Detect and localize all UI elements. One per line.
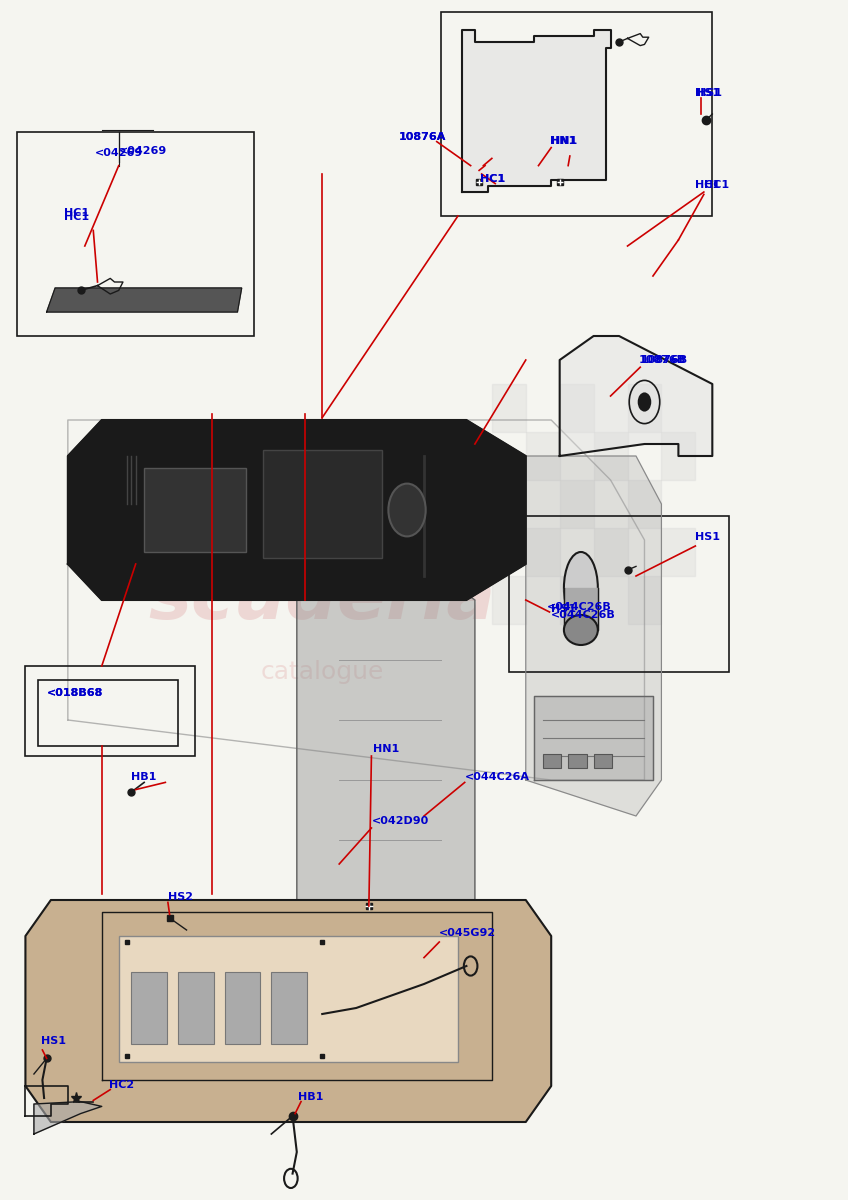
Bar — [594, 432, 628, 480]
Text: <044C26A: <044C26A — [465, 773, 530, 782]
Polygon shape — [68, 420, 526, 600]
Bar — [225, 972, 260, 1044]
Text: <04269: <04269 — [119, 146, 167, 156]
Text: <044C26B: <044C26B — [551, 610, 616, 619]
Ellipse shape — [564, 552, 598, 624]
Bar — [144, 468, 246, 552]
Text: HN1: HN1 — [550, 137, 576, 146]
Bar — [628, 576, 661, 624]
Polygon shape — [560, 336, 712, 456]
Text: <045G92: <045G92 — [439, 929, 496, 938]
Circle shape — [638, 392, 651, 412]
Polygon shape — [564, 588, 598, 630]
Text: 10876B: 10876B — [639, 355, 686, 365]
Polygon shape — [25, 900, 551, 1122]
Bar — [560, 384, 594, 432]
Text: scuderia: scuderia — [148, 565, 496, 635]
Bar — [492, 384, 526, 432]
Text: <018B68: <018B68 — [47, 689, 103, 698]
Text: HC1: HC1 — [480, 174, 505, 184]
Text: HB1: HB1 — [298, 1092, 324, 1102]
Text: HS1: HS1 — [695, 89, 720, 98]
Bar — [594, 754, 612, 768]
Bar — [131, 972, 167, 1044]
Polygon shape — [297, 576, 475, 984]
Text: HN1: HN1 — [551, 137, 577, 146]
Text: catalogue: catalogue — [260, 660, 384, 684]
Text: HB1: HB1 — [131, 773, 157, 782]
Bar — [271, 972, 307, 1044]
Bar — [178, 972, 214, 1044]
Bar — [661, 432, 695, 480]
Text: HC1: HC1 — [704, 180, 729, 190]
Bar — [25, 666, 195, 756]
Bar — [492, 576, 526, 624]
Text: HS1: HS1 — [551, 605, 576, 614]
Bar — [568, 754, 587, 768]
Text: HS1: HS1 — [697, 89, 722, 98]
Bar — [441, 12, 712, 216]
Bar — [17, 132, 254, 336]
Bar — [543, 754, 561, 768]
Polygon shape — [526, 456, 661, 816]
Circle shape — [388, 484, 426, 536]
Bar — [263, 450, 382, 558]
Bar — [560, 480, 594, 528]
Bar — [628, 384, 661, 432]
Polygon shape — [47, 288, 242, 312]
Text: HC1: HC1 — [695, 180, 721, 190]
Ellipse shape — [564, 614, 598, 646]
Text: HS2: HS2 — [168, 893, 192, 902]
Bar — [492, 480, 526, 528]
Text: <042D90: <042D90 — [371, 816, 429, 826]
Text: HC1: HC1 — [64, 212, 89, 222]
Bar — [594, 528, 628, 576]
Text: 10876A: 10876A — [399, 132, 446, 142]
Bar — [661, 528, 695, 576]
Text: HC1: HC1 — [480, 174, 505, 184]
Bar — [38, 680, 178, 746]
Bar — [560, 576, 594, 624]
Bar — [526, 432, 560, 480]
Polygon shape — [462, 30, 611, 192]
Text: HC1: HC1 — [64, 209, 89, 218]
Polygon shape — [34, 1102, 102, 1134]
Text: <018B68: <018B68 — [47, 689, 103, 698]
Text: HC2: HC2 — [109, 1080, 134, 1090]
Text: <044C26B: <044C26B — [547, 602, 611, 612]
Bar — [509, 516, 729, 672]
Polygon shape — [534, 696, 653, 780]
Bar — [119, 936, 458, 1062]
Text: HS1: HS1 — [695, 533, 720, 542]
Text: HN1: HN1 — [373, 744, 399, 754]
Text: <04269: <04269 — [95, 149, 142, 158]
Text: 10876B: 10876B — [640, 355, 688, 365]
Bar — [526, 528, 560, 576]
Text: HS1: HS1 — [41, 1037, 65, 1046]
Bar — [628, 480, 661, 528]
Text: 10876A: 10876A — [399, 132, 446, 142]
